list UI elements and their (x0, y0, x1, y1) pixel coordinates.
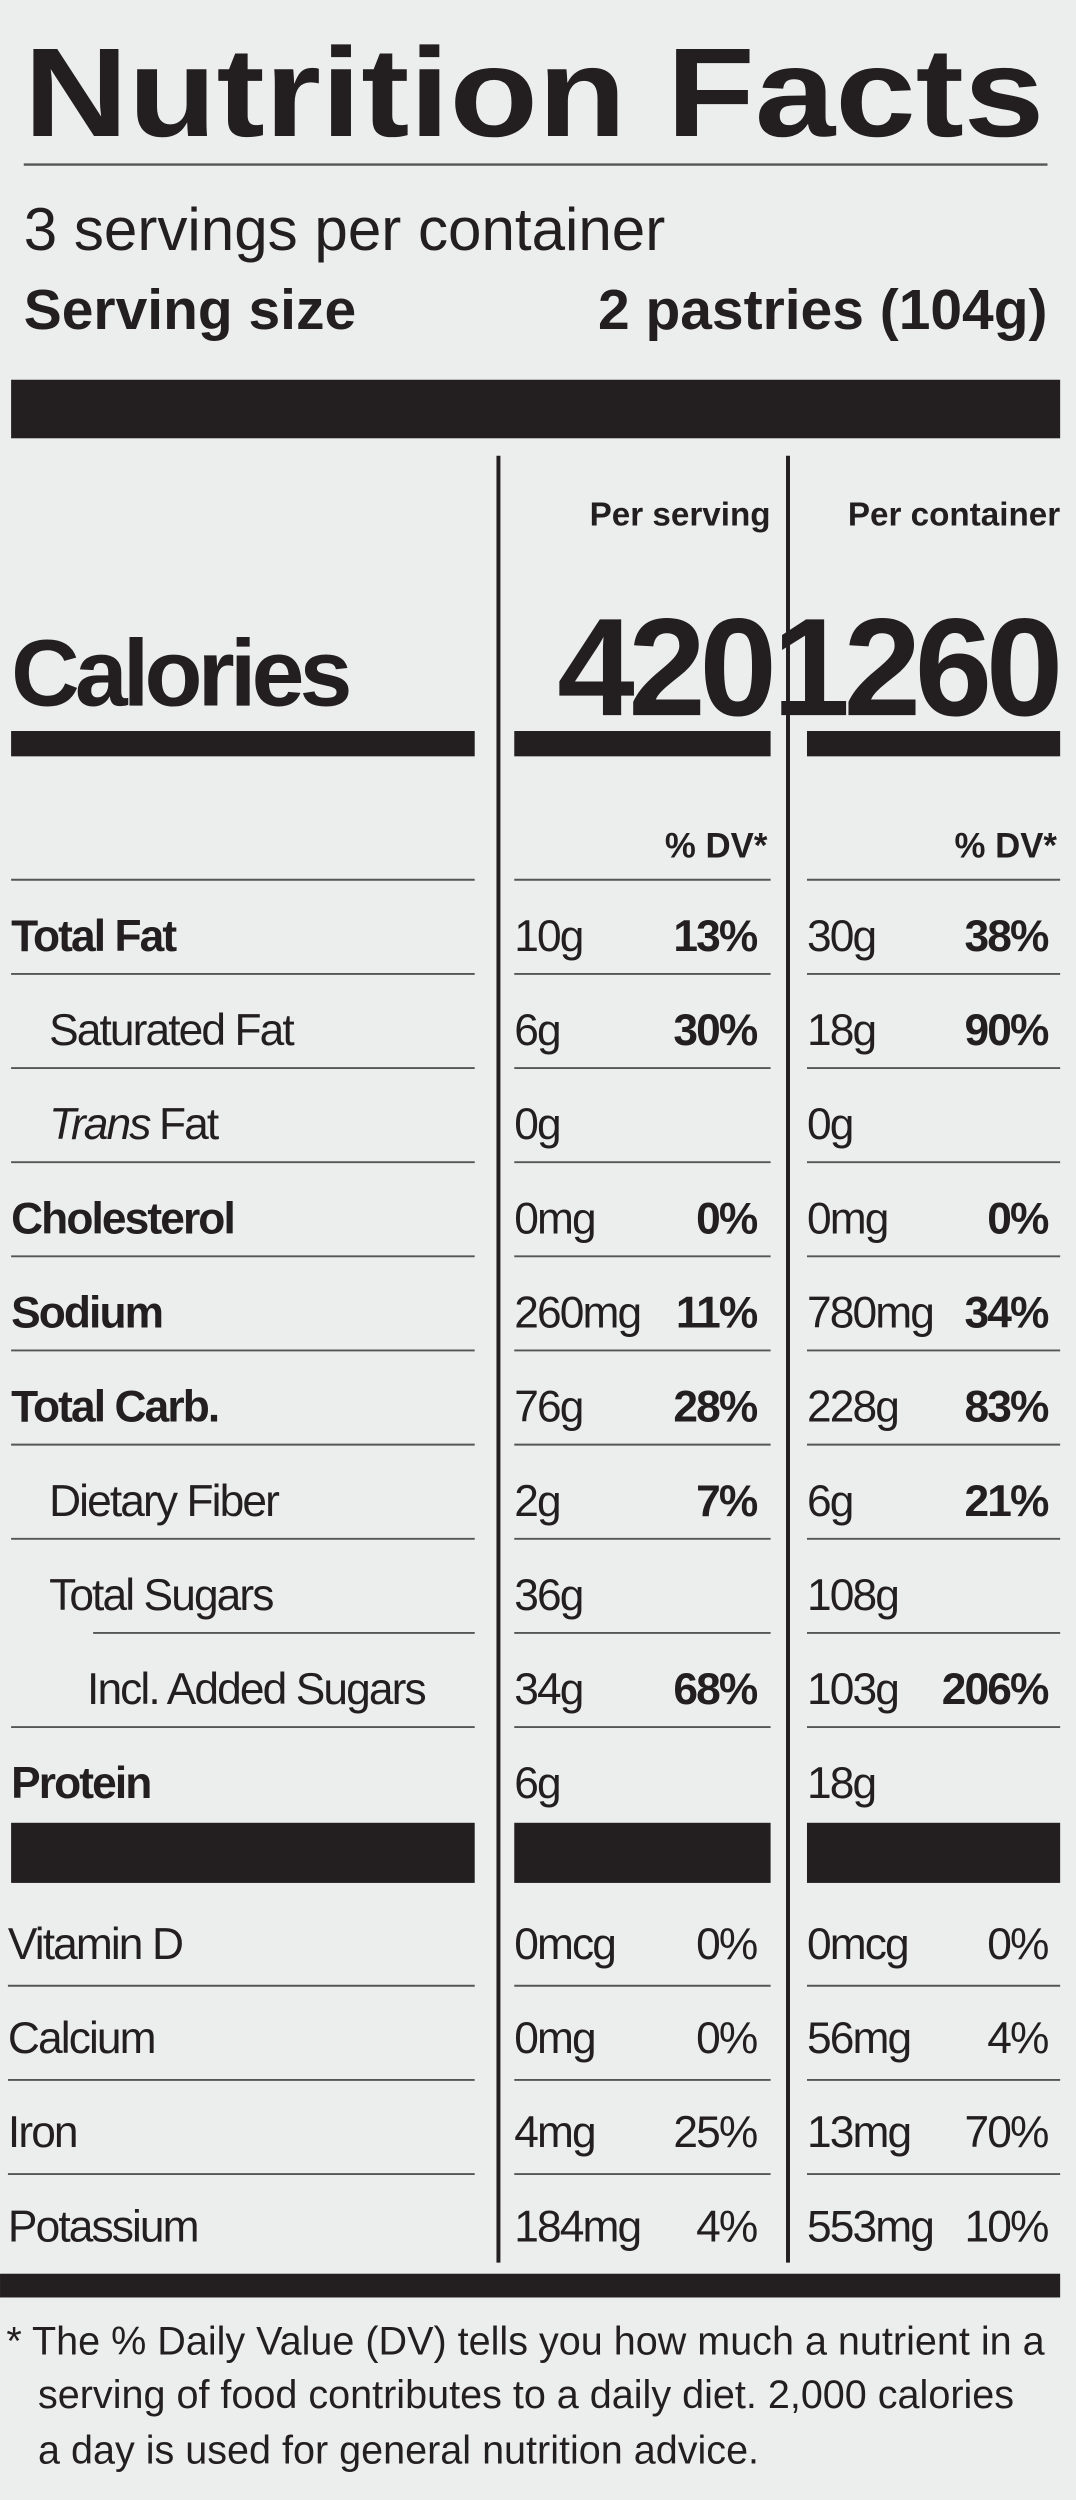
daily-value: 13% (673, 912, 757, 961)
amount: 780mg (807, 1289, 933, 1338)
amount: 0mg (807, 1194, 887, 1243)
amount: 0mg (514, 1194, 594, 1243)
daily-value: 10% (965, 2202, 1048, 2251)
amount: 0mcg (514, 1920, 615, 1969)
nutrient-label: Dietary Fiber (49, 1477, 280, 1526)
daily-value: 21% (965, 1477, 1049, 1526)
amount: 36g (514, 1571, 582, 1620)
daily-value: 0% (987, 1920, 1048, 1969)
daily-value: 0% (696, 2014, 757, 2063)
title: Nutrition Facts (24, 21, 1045, 163)
thick-bar (806, 1822, 1061, 1883)
amount: 6g (514, 1006, 559, 1055)
amount: 2g (514, 1477, 559, 1526)
amount: 6g (807, 1477, 852, 1526)
amount: 4mg (514, 2108, 594, 2157)
daily-value: 25% (673, 2108, 756, 2157)
thick-bar (0, 2273, 1061, 2298)
amount: 0g (807, 1100, 852, 1149)
nutrient-label: Vitamin D (8, 1920, 182, 1969)
amount: 34g (514, 1665, 582, 1714)
nutrient-label: Total Fat (11, 912, 177, 961)
nutrient-label: Saturated Fat (49, 1006, 294, 1055)
dv-header: % DV* (665, 827, 768, 866)
amount: 13mg (807, 2108, 910, 2157)
column-header: Per serving (590, 496, 771, 533)
nutrient-label: Incl. Added Sugars (87, 1665, 425, 1714)
nutrient-label: Sodium (11, 1289, 162, 1338)
daily-value: 83% (965, 1383, 1049, 1432)
amount: 260mg (514, 1289, 640, 1338)
footnote: a day is used for general nutrition advi… (38, 2429, 759, 2473)
amount: 6g (514, 1759, 559, 1808)
daily-value: 0% (696, 1920, 757, 1969)
amount: 553mg (807, 2202, 933, 2251)
amount: 228g (807, 1383, 898, 1432)
calories-value: 420 (557, 589, 771, 745)
footnote: * The % Daily Value (DV) tells you how m… (6, 2319, 1044, 2363)
amount: 76g (514, 1383, 582, 1432)
daily-value: 30% (673, 1006, 757, 1055)
servings-per-container: 3 servings per container (24, 196, 666, 263)
amount: 0g (514, 1100, 559, 1149)
nutrient-label: Iron (8, 2108, 77, 2157)
nutrient-label-text: Fat (159, 1100, 219, 1149)
amount: 30g (807, 912, 875, 961)
nutrient-label: Trans Fat (49, 1100, 219, 1149)
bar (514, 731, 771, 757)
serving-size-value: 2 pastries (104g) (598, 278, 1048, 342)
daily-value: 11% (676, 1289, 758, 1338)
amount: 18g (807, 1006, 875, 1055)
daily-value: 7% (696, 1477, 758, 1526)
column-header: Per container (848, 496, 1060, 533)
daily-value: 38% (965, 912, 1049, 961)
footnote: serving of food contributes to a daily d… (38, 2373, 1014, 2417)
amount: 103g (807, 1665, 898, 1714)
nutrient-label-italic: Trans (49, 1100, 151, 1149)
daily-value: 206% (942, 1665, 1049, 1714)
daily-value: 34% (965, 1289, 1049, 1338)
thick-bar (11, 379, 1061, 439)
nutrient-label: Protein (11, 1759, 150, 1808)
amount: 108g (807, 1571, 898, 1620)
nutrient-label: Total Carb. (11, 1383, 218, 1432)
amount: 56mg (807, 2014, 910, 2063)
nutrient-label: Cholesterol (11, 1194, 234, 1243)
daily-value: 28% (673, 1383, 757, 1432)
daily-value: 70% (965, 2108, 1048, 2157)
amount: 10g (514, 912, 582, 961)
nutrient-label: Calcium (8, 2014, 155, 2063)
daily-value: 4% (696, 2202, 757, 2251)
bar (806, 731, 1061, 757)
daily-value: 4% (987, 2014, 1048, 2063)
nutrient-label: Potassium (8, 2202, 198, 2251)
bar (11, 731, 475, 757)
thick-bar (514, 1822, 771, 1883)
serving-size-label: Serving size (24, 278, 356, 342)
amount: 0mg (514, 2014, 594, 2063)
daily-value: 90% (965, 1006, 1049, 1055)
amount: 184mg (514, 2202, 640, 2251)
amount: 0mcg (807, 1920, 908, 1969)
nutrient-label: Total Sugars (49, 1571, 273, 1620)
daily-value: 0% (696, 1194, 758, 1243)
daily-value: 68% (673, 1665, 757, 1714)
daily-value: 0% (987, 1194, 1049, 1243)
calories-label: Calories (11, 621, 349, 727)
thick-bar (11, 1822, 475, 1883)
dv-header: % DV* (954, 827, 1057, 866)
amount: 18g (807, 1759, 875, 1808)
calories-value: 1260 (773, 589, 1058, 745)
